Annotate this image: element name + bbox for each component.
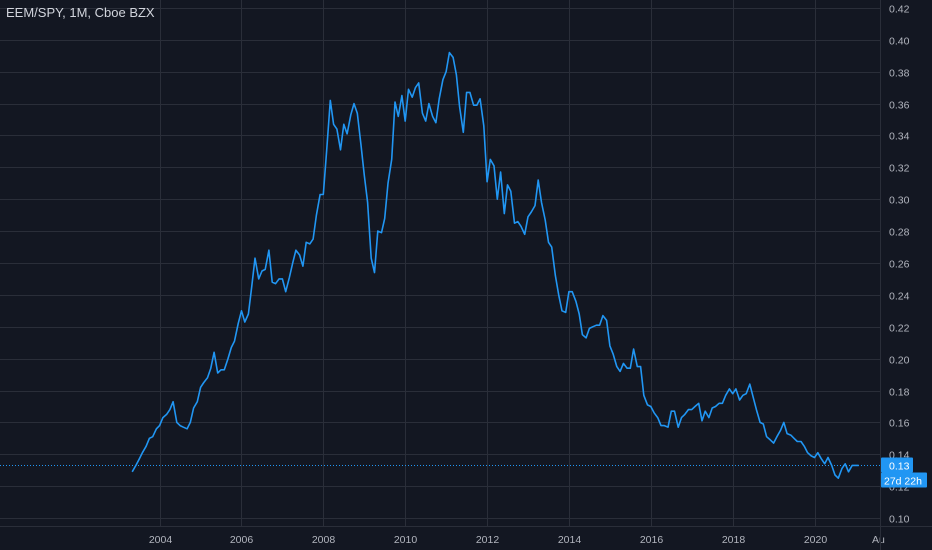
y-tick-label: 0.42 xyxy=(889,4,910,16)
y-tick-label: 0.22 xyxy=(889,323,910,335)
x-tick-label: 2018 xyxy=(722,534,746,546)
price-badge: 0.13 27d 22h xyxy=(881,457,927,488)
series-layer xyxy=(0,51,880,479)
y-tick-label: 0.34 xyxy=(889,131,910,143)
x-tick-label: 2008 xyxy=(312,534,336,546)
y-tick-label: 0.24 xyxy=(889,291,910,303)
x-tick-label: 2014 xyxy=(558,534,582,546)
y-tick-label: 0.18 xyxy=(889,387,910,399)
x-tick-label: 2016 xyxy=(640,534,664,546)
grid-layer xyxy=(0,0,880,526)
last-price-value: 0.13 xyxy=(889,461,910,473)
symbol-title: EEM/SPY, 1M, Cboe BZX xyxy=(6,5,155,20)
y-tick-label: 0.26 xyxy=(889,259,910,271)
series-line xyxy=(131,51,859,479)
y-tick-label: 0.16 xyxy=(889,418,910,430)
y-tick-label: 0.20 xyxy=(889,355,910,367)
countdown-badge-bg xyxy=(881,472,927,488)
x-tick-label-extra: Au xyxy=(872,534,885,546)
y-tick-label: 0.40 xyxy=(889,36,910,48)
y-tick-label: 0.32 xyxy=(889,163,910,175)
y-tick-label: 0.36 xyxy=(889,100,910,112)
x-tick-label: 2004 xyxy=(149,534,173,546)
y-tick-label: 0.10 xyxy=(889,514,910,526)
last-price-badge-bg xyxy=(881,457,913,473)
x-tick-label: 2010 xyxy=(394,534,418,546)
y-tick-label: 0.30 xyxy=(889,195,910,207)
x-tick-label: 2006 xyxy=(230,534,254,546)
y-tick-label: 0.38 xyxy=(889,68,910,80)
x-tick-label: 2020 xyxy=(804,534,828,546)
bar-countdown: 27d 22h xyxy=(884,476,922,488)
x-tick-label: 2012 xyxy=(476,534,500,546)
y-tick-label: 0.28 xyxy=(889,227,910,239)
